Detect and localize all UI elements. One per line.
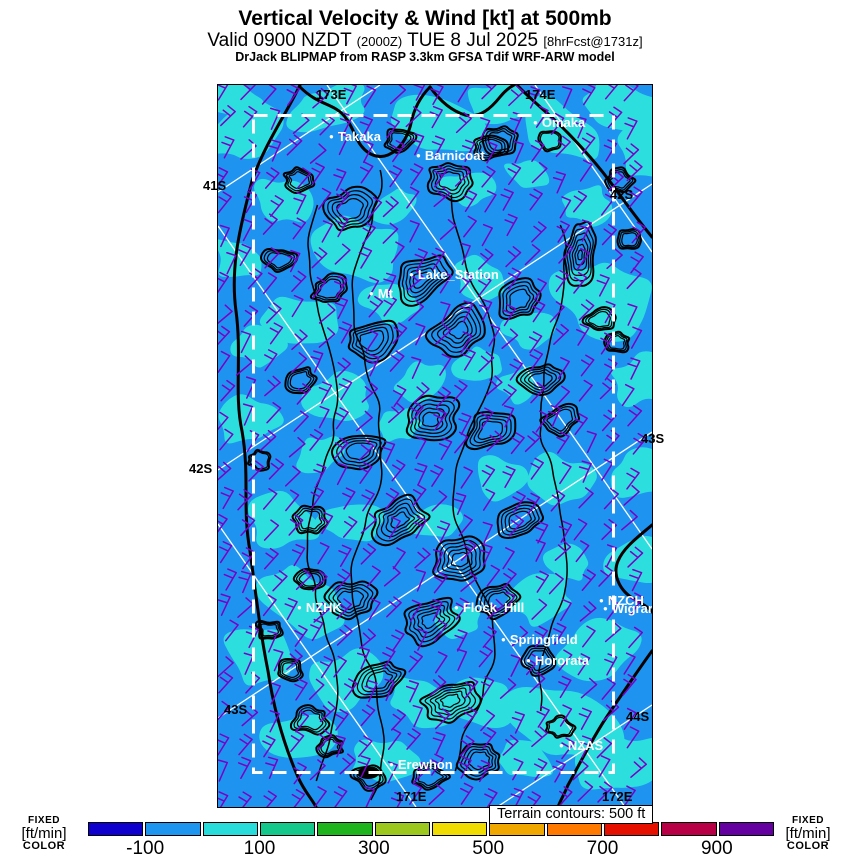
legend-unit-label: [ft/min] — [785, 825, 831, 842]
site-dot-icon: ● — [454, 602, 459, 612]
valid-prefix: Valid 0900 NZDT — [207, 30, 357, 51]
legend-color-label: COLOR — [22, 840, 66, 852]
site-dot-icon: ● — [409, 269, 414, 279]
colorbar-segment — [374, 822, 430, 836]
graticule-label-172e: 172E — [602, 789, 633, 804]
valid-time-line: Valid 0900 NZDT (2000Z) TUE 8 Jul 2025 [… — [0, 30, 850, 52]
site-name: Lake_Station — [417, 266, 499, 282]
colorbar-segment — [88, 822, 144, 836]
site-label-nzas: ● NZAS — [559, 738, 603, 753]
site-dot-icon: ● — [501, 634, 506, 644]
site-name: Wigram — [611, 600, 652, 616]
model-line: DrJack BLIPMAP from RASP 3.3km GFSA Tdif… — [235, 50, 615, 64]
site-label-layer: ● Takaka ● Barnicoat ● Omaka ● Lake_Station ● Mt ●… — [218, 85, 652, 807]
site-name: Hororata — [534, 652, 590, 668]
colorbar-tick-label: 500 — [472, 838, 505, 859]
valid-utc: (2000Z) — [356, 34, 403, 49]
site-name: Mt — [377, 285, 394, 301]
forecast-map: ● Takaka ● Barnicoat ● Omaka ● Lake_Station ● Mt ●… — [217, 84, 653, 808]
site-name: NZAS — [567, 737, 604, 753]
colorbar-tick-label: 100 — [243, 838, 276, 859]
site-label-mt: ● Mt — [369, 286, 393, 301]
valid-date: TUE 8 Jul 2025 — [402, 30, 544, 51]
site-label-omaka: ● Omaka — [533, 115, 585, 130]
graticule-label-173e: 173E — [316, 87, 347, 102]
site-dot-icon: ● — [533, 117, 538, 127]
colorbar-segment — [661, 822, 717, 836]
colorbar-tick-label: 300 — [357, 838, 390, 859]
colorbar-segment — [259, 822, 316, 836]
site-dot-icon: ● — [416, 150, 421, 160]
site-dot-icon: ● — [389, 759, 394, 769]
graticule-label-44s: 44S — [626, 709, 650, 724]
site-dot-icon: ● — [599, 595, 604, 605]
site-name: Erewhon — [397, 756, 453, 772]
site-name: Omaka — [541, 114, 586, 130]
page-title: Vertical Velocity & Wind [kt] at 500mb — [238, 7, 612, 30]
legend-right-block: FIXED [ft/min] COLOR — [776, 816, 840, 852]
legend-color-label: COLOR — [786, 840, 830, 852]
site-name: Springfield — [509, 631, 578, 647]
colorbar-segment — [603, 822, 660, 836]
colorbar-segment — [431, 822, 488, 836]
colorbar-segment — [546, 822, 602, 836]
site-label-wigram: ●Wigram — [603, 601, 652, 616]
site-dot-icon: ● — [297, 602, 302, 612]
graticule-label-42s: 42S — [189, 461, 213, 476]
graticule-label-43s: 43S — [224, 702, 248, 717]
site-name: Flock_Hill — [462, 599, 525, 615]
legend-fixed-label: FIXED — [792, 815, 824, 826]
site-name: Takaka — [337, 128, 381, 144]
legend-fixed-label: FIXED — [28, 815, 60, 826]
site-name: NZCH — [607, 592, 644, 608]
graticule-label-174e: 174E — [525, 87, 556, 102]
colorbar-segment — [718, 822, 774, 836]
terrain-contours-note: Terrain contours: 500 ft — [489, 805, 654, 824]
site-name: Barnicoat — [424, 147, 485, 163]
graticule-label-42s: 42S — [610, 187, 634, 202]
site-label-flock_hill: ● Flock_Hill — [454, 600, 524, 615]
colorbar-segment — [145, 822, 201, 836]
colorbar — [88, 822, 774, 836]
site-label-nzhk: ● NZHK — [297, 600, 342, 615]
colorbar-tick-label: -100 — [126, 838, 165, 859]
map-canvas — [218, 85, 652, 807]
site-label-erewhon: ● Erewhon — [389, 757, 453, 772]
site-dot-icon: ● — [603, 603, 608, 613]
site-dot-icon: ● — [329, 131, 334, 141]
graticule-label-43s: 43S — [641, 431, 665, 446]
graticule-label-41s: 41S — [203, 178, 227, 193]
site-label-takaka: ● Takaka — [329, 129, 381, 144]
forecast-note: [8hrFcst@1731z] — [543, 34, 643, 49]
colorbar-segment — [202, 822, 258, 836]
site-label-barnicoat: ● Barnicoat — [416, 148, 485, 163]
colorbar-tick-label: 900 — [700, 838, 733, 859]
site-label-lake_station: ● Lake_Station — [409, 267, 499, 282]
site-name: NZHK — [305, 599, 342, 615]
colorbar-segment — [317, 822, 373, 836]
site-label-hororata: ● Hororata — [526, 653, 589, 668]
site-dot-icon: ● — [526, 655, 531, 665]
graticule-label-171e: 171E — [396, 789, 427, 804]
site-label-springfield: ● Springfield — [501, 632, 578, 647]
site-label-nzch: ● NZCH — [599, 593, 644, 608]
colorbar-segment — [489, 822, 545, 836]
legend-left-block: FIXED [ft/min] COLOR — [12, 816, 76, 852]
colorbar-tick-label: 700 — [586, 838, 619, 859]
site-dot-icon: ● — [559, 740, 564, 750]
site-dot-icon: ● — [369, 288, 374, 298]
legend-unit-label: [ft/min] — [21, 825, 67, 842]
